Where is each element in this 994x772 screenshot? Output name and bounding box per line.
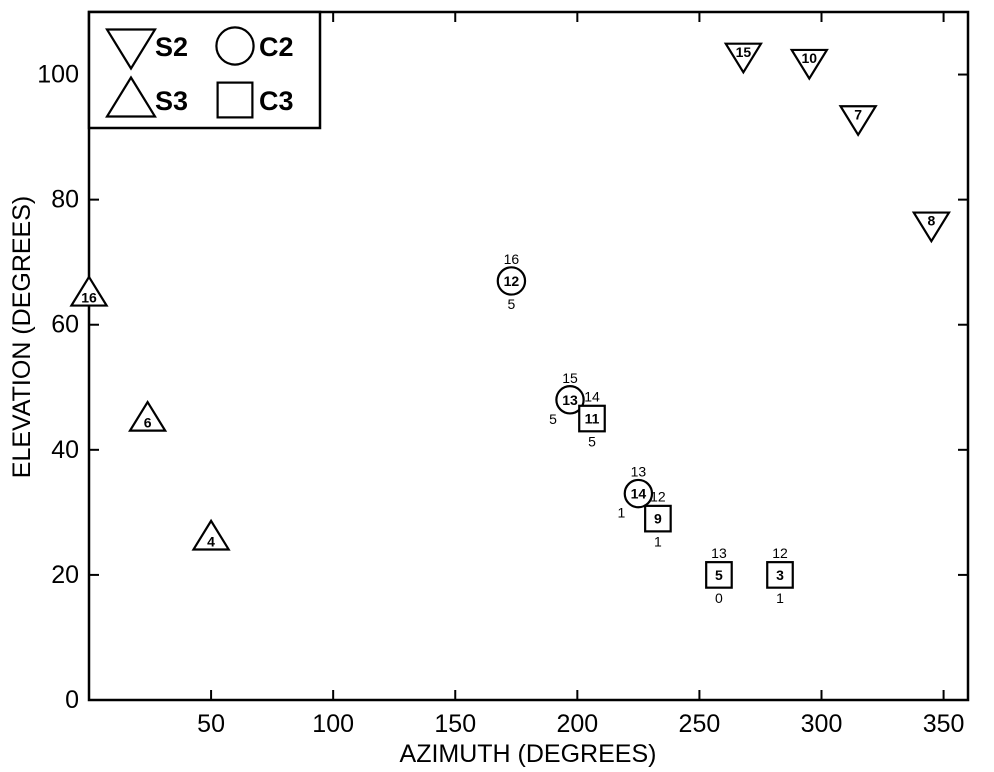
point-label: 15 — [736, 44, 752, 60]
annotation-above: 13 — [631, 464, 647, 480]
data-point: 14 13 1 — [617, 464, 654, 521]
point-marker — [128, 399, 168, 432]
x-tick-label: 50 — [197, 710, 225, 738]
point-label: 5 — [715, 567, 723, 583]
annotation-left: 5 — [549, 411, 557, 427]
annotation-left: 1 — [617, 505, 625, 521]
x-tick-label: 250 — [679, 710, 721, 738]
y-axis-title: ELEVATION (DEGREES) — [8, 196, 36, 478]
annotation-above: 12 — [650, 489, 666, 505]
point-marker — [705, 561, 733, 589]
y-tick-label: 0 — [65, 686, 79, 714]
legend-symbol — [215, 26, 255, 66]
annotation-above: 12 — [772, 545, 788, 561]
point-label: 12 — [504, 273, 520, 289]
series-c2: 12 16 5 13 15 5 14 13 1 — [496, 251, 654, 521]
data-marks: 15 10781216513155141311664111459121513031… — [69, 42, 951, 606]
point-marker — [789, 48, 829, 81]
legend-entry-c2: C2 — [215, 26, 294, 66]
point-marker — [838, 105, 878, 137]
point-label: 11 — [585, 411, 600, 427]
legend: S2 C2 S3 C3 — [87, 10, 322, 130]
x-axis-title: AZIMUTH (DEGREES) — [400, 740, 657, 768]
annotation-below: 5 — [588, 434, 596, 450]
point-marker — [766, 561, 794, 589]
point-marker — [911, 211, 951, 244]
data-point: 7 — [838, 105, 878, 137]
point-marker — [644, 504, 672, 533]
legend-entry-s2: S2 — [105, 28, 188, 71]
legend-symbol — [105, 28, 157, 71]
legend-label: C3 — [259, 86, 294, 116]
legend-entry-s3: S3 — [105, 75, 188, 118]
point-marker — [723, 42, 763, 75]
point-label: 3 — [776, 567, 784, 583]
plot-frame — [87, 10, 970, 702]
data-point: 6 — [128, 399, 168, 432]
data-point: 11 14 5 — [578, 389, 606, 450]
point-marker — [555, 385, 585, 415]
point-label: 8 — [927, 213, 935, 229]
y-tick-label: 20 — [51, 561, 79, 589]
data-point: 10 — [789, 48, 829, 81]
point-label: 4 — [207, 533, 215, 549]
legend-symbol — [216, 81, 254, 119]
point-marker — [69, 274, 109, 307]
legend-label: S2 — [155, 32, 188, 62]
x-tick-label: 150 — [434, 710, 476, 738]
point-marker — [578, 404, 606, 433]
data-point: 3 12 1 — [766, 545, 794, 606]
annotation-below: 0 — [715, 590, 723, 606]
legend-label: S3 — [155, 86, 188, 116]
x-tick-label: 350 — [923, 710, 965, 738]
point-label: 6 — [144, 415, 152, 431]
data-point: 4 — [191, 518, 231, 551]
point-label: 10 — [802, 50, 818, 66]
data-point: 9 12 1 — [644, 489, 672, 550]
data-point: 8 — [911, 211, 951, 244]
point-label: 13 — [562, 392, 578, 408]
point-marker — [496, 266, 527, 296]
y-tick-label: 40 — [51, 436, 79, 464]
annotation-below: 1 — [776, 590, 784, 606]
point-label: 9 — [654, 511, 662, 527]
x-tick-label: 300 — [801, 710, 843, 738]
point-label: 7 — [854, 106, 862, 122]
annotation-above: 14 — [584, 389, 600, 405]
legend-entry-c3: C3 — [216, 81, 294, 119]
y-tick-label: 60 — [51, 311, 79, 339]
x-tick-label: 100 — [312, 710, 354, 738]
annotation-above: 13 — [711, 545, 727, 561]
point-label: 14 — [631, 486, 647, 502]
data-point: 12 16 5 — [496, 251, 527, 312]
annotation-above: 16 — [504, 251, 520, 267]
data-point: 15 — [723, 42, 763, 75]
annotation-below: 5 — [508, 296, 516, 312]
y-tick-label: 100 — [37, 61, 79, 89]
data-point: 5 13 0 — [705, 545, 733, 606]
point-label: 16 — [81, 289, 97, 305]
point-marker — [191, 518, 231, 551]
series-s2: 15 10 7 8 — [723, 42, 951, 244]
point-marker — [623, 478, 654, 509]
annotation-below: 1 — [654, 534, 662, 550]
annotation-above: 15 — [562, 370, 578, 386]
x-tick-label: 200 — [556, 710, 598, 738]
legend-symbol — [105, 75, 157, 118]
y-tick-label: 80 — [51, 186, 79, 214]
legend-label: C2 — [259, 32, 294, 62]
data-point: 13 15 5 — [549, 370, 585, 427]
data-point: 16 — [69, 274, 109, 307]
